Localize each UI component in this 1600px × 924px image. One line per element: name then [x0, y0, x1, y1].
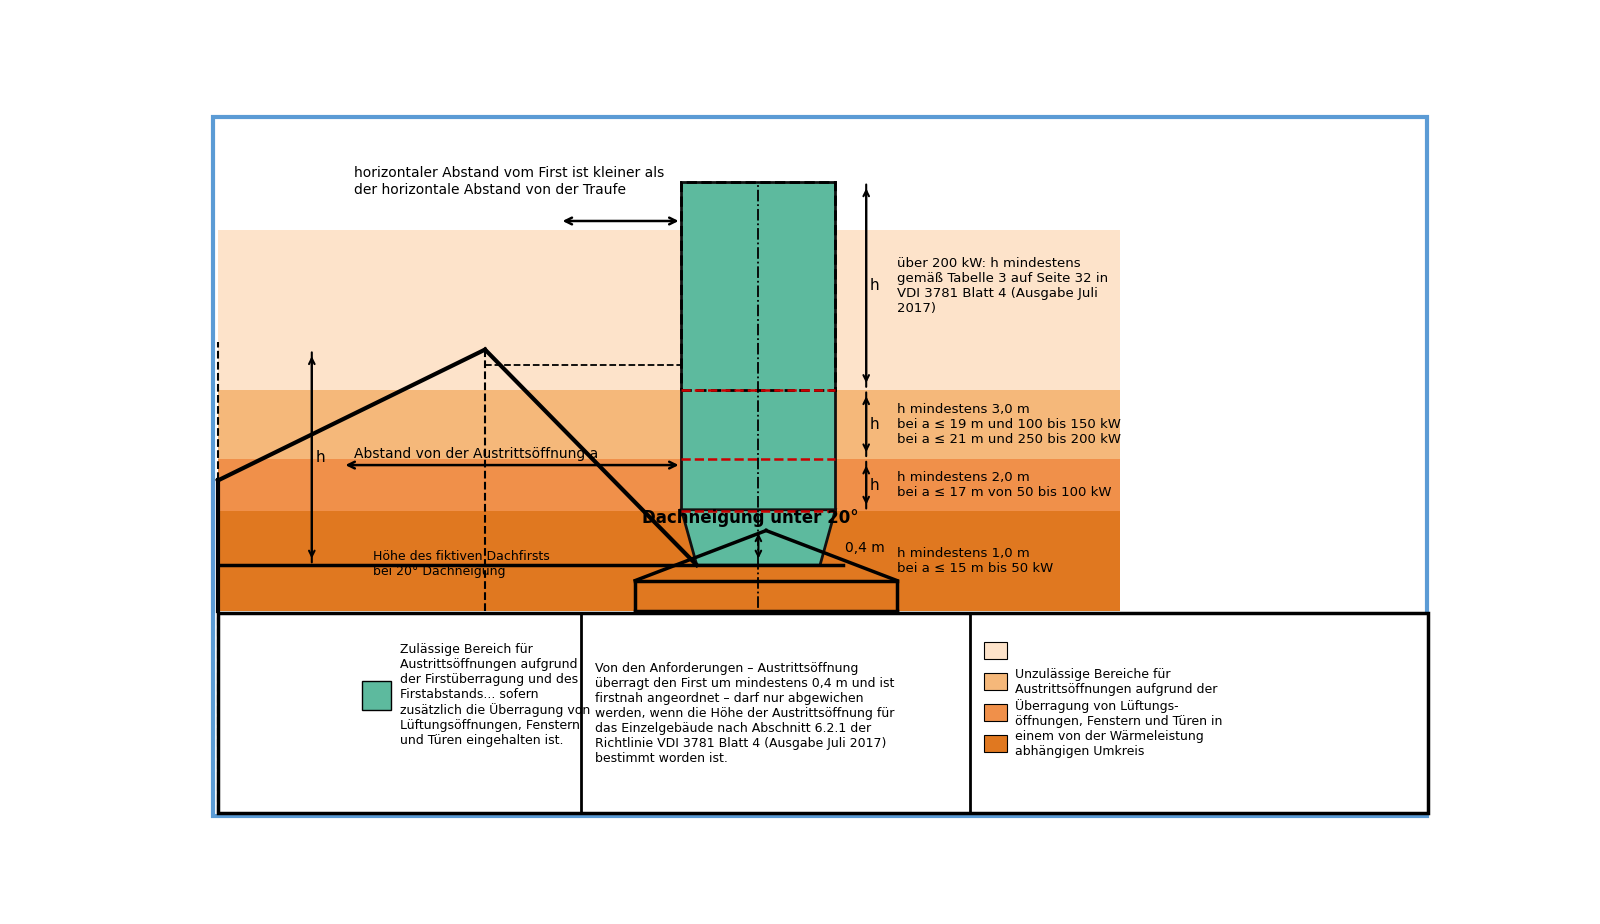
Bar [984, 735, 1006, 751]
Text: h: h [870, 478, 880, 492]
Text: h: h [870, 417, 880, 432]
Bar [984, 704, 1006, 721]
Text: h mindestens 2,0 m
bei a ≤ 17 m von 50 bis 100 kW: h mindestens 2,0 m bei a ≤ 17 m von 50 b… [898, 471, 1112, 499]
Text: Von den Anforderungen – Austrittsöffnung
überragt den First um mindestens 0,4 m : Von den Anforderungen – Austrittsöffnung… [595, 662, 894, 764]
Bar [682, 182, 835, 510]
Bar [218, 613, 1429, 813]
Text: horizontaler Abstand vom First ist kleiner als
der horizontale Abstand von der T: horizontaler Abstand vom First ist klein… [354, 166, 664, 197]
Bar [218, 390, 1120, 459]
Bar [984, 673, 1006, 690]
Text: 0,4 m: 0,4 m [845, 541, 885, 554]
Text: über 200 kW: h mindestens
gemäß Tabelle 3 auf Seite 32 in
VDI 3781 Blatt 4 (Ausg: über 200 kW: h mindestens gemäß Tabelle … [898, 257, 1109, 315]
Text: Höhe des fiktiven Dachfirsts
bei 20° Dachneigung: Höhe des fiktiven Dachfirsts bei 20° Dac… [373, 550, 550, 578]
Text: Dachneigung unter 20°: Dachneigung unter 20° [642, 509, 859, 527]
Text: Zulässige Bereich für
Austrittsöffnungen aufgrund
der Firstüberragung und des
Fi: Zulässige Bereich für Austrittsöffnungen… [400, 643, 590, 748]
Text: h mindestens 3,0 m
bei a ≤ 19 m und 100 bis 150 kW
bei a ≤ 21 m und 250 bis 200 : h mindestens 3,0 m bei a ≤ 19 m und 100 … [898, 403, 1122, 445]
Bar [984, 642, 1006, 659]
Text: h: h [870, 278, 880, 293]
Text: h: h [315, 450, 325, 465]
Bar [682, 182, 835, 390]
Text: h mindestens 1,0 m
bei a ≤ 15 m bis 50 kW: h mindestens 1,0 m bei a ≤ 15 m bis 50 k… [898, 547, 1053, 576]
Bar [362, 681, 390, 710]
Bar [218, 230, 1120, 390]
Bar [218, 511, 1120, 612]
Polygon shape [682, 510, 835, 565]
Text: Unzulässige Bereiche für
Austrittsöffnungen aufgrund der
Überragung von Lüftungs: Unzulässige Bereiche für Austrittsöffnun… [1014, 668, 1222, 758]
Bar [218, 459, 1120, 511]
Text: Abstand von der Austrittsöffnung a: Abstand von der Austrittsöffnung a [354, 447, 598, 461]
